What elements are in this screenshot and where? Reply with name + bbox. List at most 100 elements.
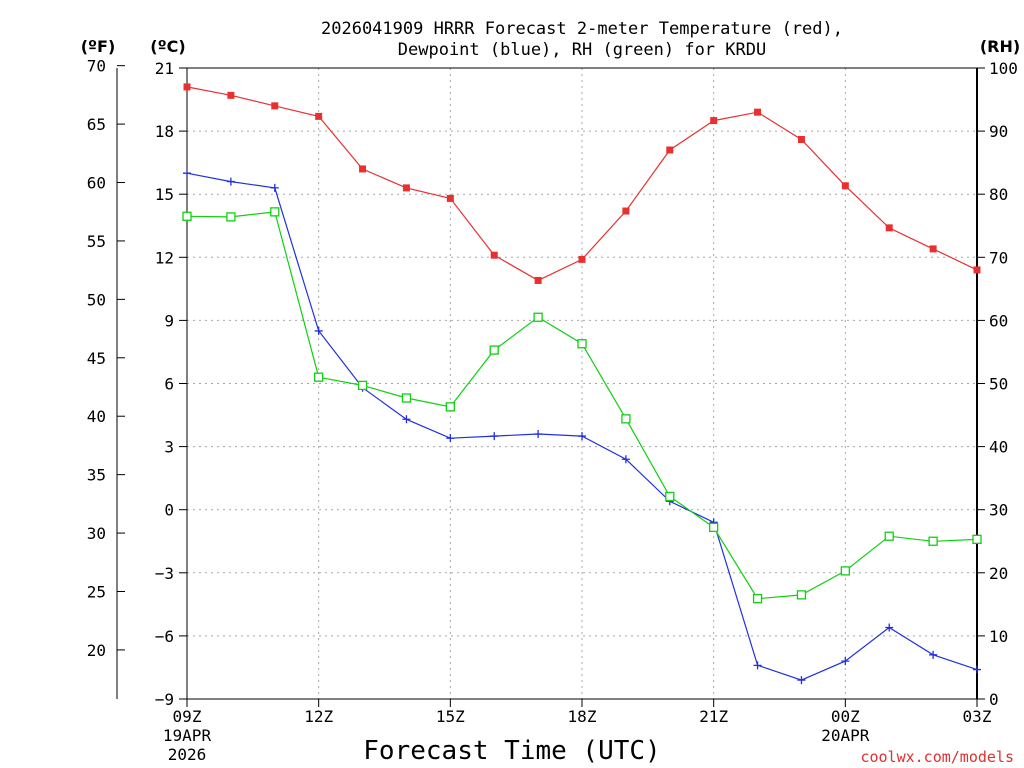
temperature-point — [534, 276, 542, 284]
temperature-point — [446, 194, 454, 202]
x-tick-label: 03Z — [963, 707, 992, 726]
temperature-point — [929, 245, 937, 253]
rh-tick-label: 50 — [989, 375, 1008, 394]
rh-tick-label: 0 — [989, 690, 999, 709]
credit-label: coolwx.com/models — [860, 748, 1014, 766]
dewpoint-point — [314, 326, 323, 335]
plot-frame — [186, 67, 978, 700]
x-tick-label: 12Z — [304, 707, 333, 726]
temperature-point — [359, 165, 367, 173]
rh-point — [489, 345, 499, 355]
temperature-point — [578, 255, 586, 263]
celsius-tick-label: 9 — [164, 311, 174, 330]
dewpoint-point — [183, 169, 191, 178]
celsius-unit-label: (ºC) — [150, 37, 185, 56]
rh-point — [884, 531, 894, 541]
rh-point — [270, 207, 280, 217]
rh-point — [182, 211, 192, 221]
temperature-point — [754, 108, 762, 116]
celsius-tick-label: 15 — [155, 185, 174, 204]
chart-title-line1: 2026041909 HRRR Forecast 2-meter Tempera… — [321, 19, 843, 39]
rh-point — [621, 414, 631, 424]
temperature-point — [490, 251, 498, 259]
dewpoint-point — [446, 434, 455, 443]
grid-layer — [187, 68, 977, 699]
fahrenheit-tick-label: 30 — [87, 524, 106, 543]
fahrenheit-tick-label: 40 — [87, 407, 106, 426]
temperature-point — [402, 184, 410, 192]
dewpoint-point — [973, 665, 981, 674]
dewpoint-point — [534, 429, 543, 438]
dewpoint-point — [621, 455, 630, 464]
rh-point — [752, 594, 763, 604]
chart-title-line2: Dewpoint (blue), RH (green) for KRDU — [398, 40, 766, 60]
temperature-point — [315, 112, 323, 120]
rh-tick-label: 80 — [989, 185, 1008, 204]
celsius-tick-label: 0 — [164, 501, 174, 520]
fahrenheit-unit-label: (ºF) — [81, 37, 116, 56]
fahrenheit-tick-label: 35 — [87, 466, 106, 485]
dewpoint-point — [797, 676, 806, 685]
x-tick-year-label: 2026 — [168, 745, 207, 764]
rh-point — [972, 534, 982, 545]
x-tick-date-label: 19APR — [163, 726, 212, 745]
rh-point — [445, 402, 455, 412]
x-tick-date-label: 20APR — [821, 726, 870, 745]
fahrenheit-tick-label: 45 — [87, 349, 106, 368]
temperature-point — [622, 207, 630, 215]
temperature-point — [710, 117, 718, 125]
rh-tick-label: 40 — [989, 438, 1008, 457]
x-tick-label: 15Z — [436, 707, 465, 726]
dewpoint-point — [578, 432, 586, 441]
dewpoint-point — [226, 177, 235, 186]
celsius-tick-label: 18 — [155, 122, 174, 141]
fahrenheit-tick-label: 65 — [87, 115, 106, 134]
rh-tick-label: 100 — [989, 59, 1018, 78]
dewpoint-point — [402, 415, 411, 424]
dewpoint-point — [490, 432, 499, 441]
dewpoint-point — [270, 183, 279, 192]
rh-tick-label: 10 — [989, 627, 1008, 646]
dewpoint-point — [753, 661, 762, 670]
rh-tick-label: 30 — [989, 501, 1008, 520]
celsius-tick-label: 3 — [164, 438, 174, 457]
temperature-point — [666, 146, 674, 154]
x-tick-label: 21Z — [699, 707, 728, 726]
rh-point — [840, 566, 850, 576]
dewpoint-point — [929, 650, 938, 659]
temperature-point — [841, 182, 849, 190]
rh-point — [314, 372, 324, 382]
rh-point — [401, 393, 412, 403]
fahrenheit-tick-label: 20 — [87, 641, 106, 660]
series-layer — [182, 83, 982, 685]
fahrenheit-tick-label: 60 — [87, 174, 106, 193]
dewpoint-point — [885, 623, 894, 632]
temperature-point — [973, 266, 981, 274]
temperature-point — [797, 136, 805, 144]
temperature-point — [271, 102, 279, 110]
fahrenheit-tick-label: 50 — [87, 290, 106, 309]
x-axis-title: Forecast Time (UTC) — [363, 736, 660, 766]
temperature-point — [183, 83, 191, 91]
x-tick-label: 00Z — [831, 707, 860, 726]
rh-point — [665, 491, 675, 502]
rh-point — [577, 339, 587, 349]
rh-unit-label: (RH) — [980, 37, 1020, 56]
temperature-point — [885, 224, 893, 232]
temperature-point — [227, 91, 235, 99]
celsius-tick-label: −3 — [155, 564, 174, 583]
rh-point — [357, 380, 368, 391]
fahrenheit-tick-label: 25 — [87, 582, 106, 601]
rh-point — [928, 536, 938, 546]
celsius-tick-label: −6 — [155, 627, 174, 646]
celsius-tick-label: 21 — [155, 59, 174, 78]
rh-tick-label: 20 — [989, 564, 1008, 583]
fahrenheit-tick-label: 55 — [87, 232, 106, 251]
rh-tick-label: 90 — [989, 122, 1008, 141]
celsius-tick-label: −9 — [155, 690, 174, 709]
celsius-tick-label: 6 — [164, 375, 174, 394]
rh-point — [533, 312, 543, 322]
rh-tick-label: 70 — [989, 248, 1008, 267]
